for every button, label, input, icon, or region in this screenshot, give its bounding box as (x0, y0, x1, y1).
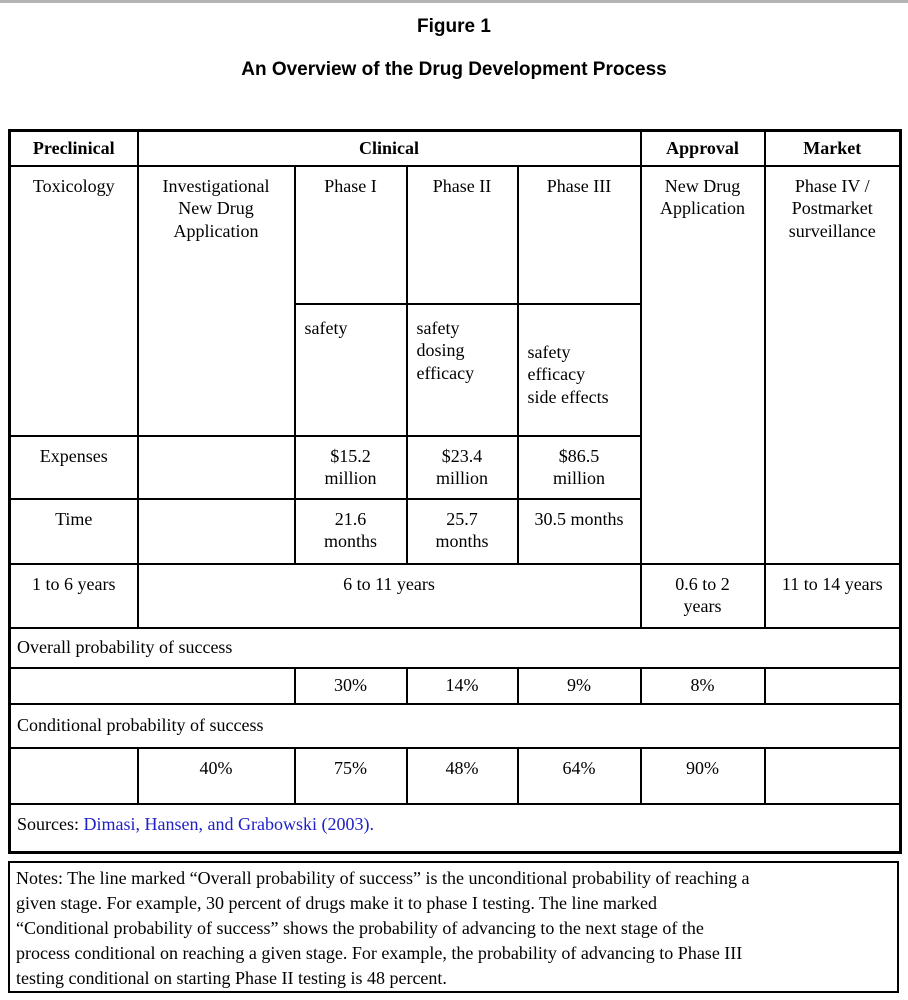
cell-conditional-market-empty (763, 746, 902, 805)
cell-ind-application: Investigational New Drug Application (136, 164, 296, 437)
table-row-expenses: Expenses $15.2 million $23.4 million $86… (8, 434, 901, 500)
cell-conditional-phase2: 48% (405, 746, 519, 805)
cell-time-phase2: 25.7 months (405, 497, 519, 565)
sources-label: Sources: (17, 813, 84, 834)
header-cell-approval: Approval (639, 129, 766, 167)
figure-title: An Overview of the Drug Development Proc… (241, 59, 667, 80)
cell-time-ind-empty (136, 497, 296, 565)
cell-duration-market: 11 to 14 years (763, 562, 902, 629)
cell-phase2-focus: safety dosing efficacy (405, 302, 519, 437)
header-cell-market: Market (763, 129, 902, 167)
cell-overall-phase2: 14% (405, 666, 519, 705)
table-row-sources: Sources: Dimasi, Hansen, and Grabowski (… (8, 802, 902, 854)
cell-expenses-ind-empty (136, 434, 296, 500)
cell-duration-preclinical: 1 to 6 years (8, 562, 139, 629)
cell-conditional-phase1: 75% (293, 746, 408, 805)
cell-expenses-phase1: $15.2 million (293, 434, 408, 500)
cell-phase1-name: Phase I (293, 164, 408, 305)
cell-overall-phase1: 30% (293, 666, 408, 705)
cell-toxicology: Toxicology (8, 164, 139, 437)
notes-box: Notes: The line marked “Overall probabil… (8, 861, 899, 993)
table-row-stage-headers: Preclinical Clinical Approval Market (8, 129, 902, 167)
table-row-duration: 1 to 6 years 6 to 11 years 0.6 to 2 year… (8, 562, 902, 629)
header-cell-preclinical: Preclinical (8, 129, 139, 167)
table-row-overall-values: 30% 14% 9% 8% (8, 666, 902, 705)
cell-duration-clinical: 6 to 11 years (136, 562, 642, 629)
cell-overall-phase3: 9% (516, 666, 642, 705)
figure-label: Figure 1 (417, 16, 491, 37)
cell-conditional-phase3: 64% (516, 746, 642, 805)
cell-time-label: Time (8, 497, 139, 565)
header-cell-clinical: Clinical (136, 129, 642, 167)
cell-conditional-ind: 40% (136, 746, 296, 805)
cell-phase2-name: Phase II (405, 164, 519, 305)
cell-phase3-focus: safety efficacy side effects (516, 302, 642, 437)
cell-conditional-approval: 90% (639, 746, 766, 805)
table-row-focus: safety safety dosing efficacy safety eff… (10, 302, 901, 437)
cell-phase4-postmarket: Phase IV / Postmarket surveillance (763, 164, 902, 565)
cell-new-drug-application: New Drug Application (639, 164, 766, 565)
page-top-edge (0, 0, 908, 3)
cell-time-phase3: 30.5 months (516, 497, 642, 565)
table-row-stage-names: Toxicology Investigational New Drug Appl… (8, 164, 902, 565)
sources-citation-link[interactable]: Dimasi, Hansen, and Grabowski (2003). (83, 813, 374, 834)
cell-expenses-phase2: $23.4 million (405, 434, 519, 500)
cell-expenses-label: Expenses (8, 434, 139, 500)
cell-expenses-phase3: $86.5 million (516, 434, 642, 500)
table-row-conditional-label: Conditional probability of success (8, 702, 902, 749)
cell-conditional-preclinical-empty (8, 746, 139, 805)
cell-overall-left-empty (8, 666, 296, 705)
cell-phase1-focus: safety (293, 302, 408, 437)
cell-overall-market-empty (763, 666, 902, 705)
cell-sources: Sources: Dimasi, Hansen, and Grabowski (… (8, 802, 902, 854)
cell-duration-approval: 0.6 to 2 years (639, 562, 766, 629)
drug-development-table: Preclinical Clinical Approval Market Tox… (8, 129, 903, 854)
table-row-conditional-values: 40% 75% 48% 64% 90% (8, 746, 902, 805)
cell-overall-approval: 8% (639, 666, 766, 705)
table-row-overall-label: Overall probability of success (8, 626, 902, 669)
cell-phase3-name: Phase III (516, 164, 642, 305)
table-row-time: Time 21.6 months 25.7 months 30.5 months (8, 497, 901, 565)
cell-conditional-probability-label: Conditional probability of success (8, 702, 902, 749)
cell-overall-probability-label: Overall probability of success (8, 626, 902, 669)
cell-time-phase1: 21.6 months (293, 497, 408, 565)
